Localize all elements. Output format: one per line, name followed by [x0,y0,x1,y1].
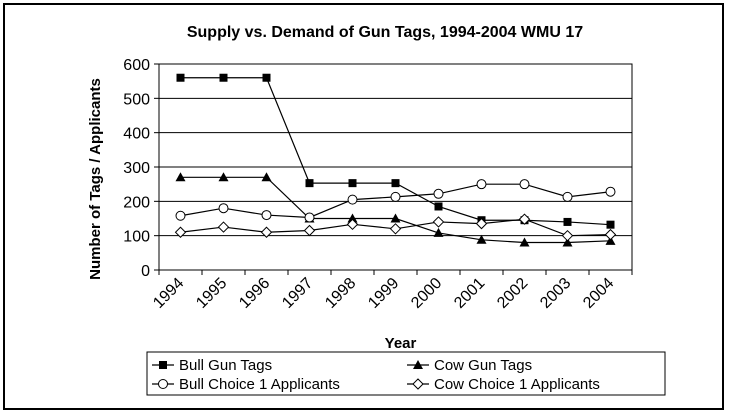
y-axis: 0 100 200 300 400 500 600 [123,57,159,280]
legend-marker [413,360,423,369]
data-point [389,223,402,235]
series-2 [175,179,616,223]
x-tick-label: 2003 [537,275,574,312]
data-point [519,237,530,247]
data-point [390,191,401,202]
x-tick-label: 2002 [494,275,531,312]
x-axis-title: Year [385,335,417,352]
x-tick-label: 2004 [580,275,617,312]
legend-item: Cow Gun Tags [407,357,532,374]
x-tick-label: 1998 [322,275,359,312]
y-tick-label: 100 [123,229,150,246]
data-point [261,172,272,182]
data-point [433,227,444,237]
data-point [175,210,186,221]
legend-label: Bull Gun Tags [179,357,272,374]
x-tick-label: 1999 [365,275,402,312]
x-tick-label: 1997 [279,275,316,312]
data-point [604,228,617,241]
y-tick-label: 600 [123,57,150,74]
data-point [304,212,315,223]
data-point [605,186,616,197]
grid [159,63,632,237]
data-point [562,237,573,247]
data-point [176,73,185,82]
x-tick-label: 1994 [150,275,187,312]
y-axis-title: Number of Tags / Applicants [87,78,104,280]
legend-marker [159,361,167,369]
x-tick-label: 2001 [451,275,488,312]
legend-marker [158,379,168,389]
x-tick-label: 1996 [236,275,273,312]
data-point [346,218,359,231]
legend-label: Cow Choice 1 Applicants [434,376,600,393]
data-point [347,213,358,223]
legend-marker [412,378,424,390]
data-point [562,191,573,202]
legend-item: Bull Choice 1 Applicants [152,376,340,393]
legend-box [146,351,666,396]
data-point [303,224,316,237]
series-0 [176,73,615,229]
x-tick-label: 1995 [193,275,230,312]
data-point [260,226,273,238]
data-point [262,73,271,82]
data-point [217,221,230,233]
data-point [561,229,574,242]
data-point [175,172,186,182]
data-point [347,194,358,205]
y-tick-label: 300 [123,160,150,177]
data-point [174,226,187,238]
data-point [219,73,228,82]
data-point [518,213,531,225]
y-tick-label: 500 [123,91,150,108]
legend-label: Bull Choice 1 Applicants [179,376,340,393]
data-point [305,179,314,188]
x-axis: 1994 1995 1996 1997 1998 1999 2000 2001 2002 2003… [150,270,633,312]
data-point [261,210,272,221]
series-layer [174,73,617,247]
series-line [180,77,611,226]
data-point [519,179,530,190]
chart-title: Supply vs. Demand of Gun Tags, 1994-2004… [187,24,583,41]
data-point [432,216,445,228]
legend-label: Cow Gun Tags [434,357,532,374]
y-tick-label: 200 [123,194,150,211]
data-point [476,179,487,190]
data-point [390,213,401,223]
legend-item: Bull Gun Tags [152,357,272,374]
legend-item: Cow Choice 1 Applicants [407,376,600,393]
series-1 [175,172,616,247]
data-point [348,179,357,188]
data-point [563,217,572,226]
series-3 [174,213,617,242]
data-point [434,202,443,211]
data-point [606,220,615,229]
data-point [391,179,400,188]
chart-frame [3,3,724,410]
y-tick-label: 400 [123,126,150,143]
data-point [218,172,229,182]
x-tick-label: 2000 [408,275,445,312]
y-tick-label: 0 [141,263,150,280]
data-point [218,203,229,214]
data-point [433,188,444,199]
data-point [476,234,487,244]
data-point [475,217,488,230]
legend: Bull Gun Tags Cow Gun Tags Bull Choice 1 A… [146,351,666,396]
